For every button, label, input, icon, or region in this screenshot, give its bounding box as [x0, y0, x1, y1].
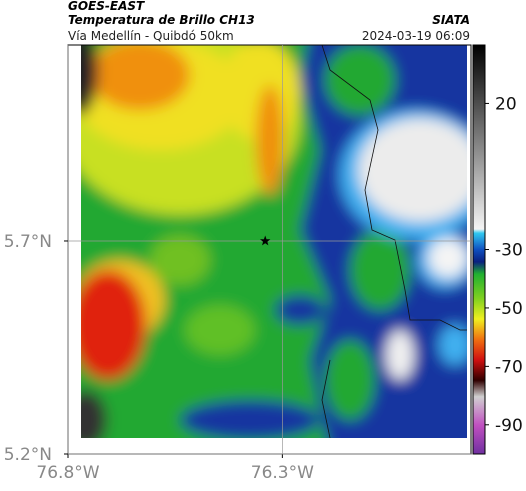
- subtitle: Temperatura de Brillo CH13: [68, 13, 255, 27]
- colorbar-tick-label: -50: [495, 299, 523, 319]
- colorbar-tick-label: 20: [495, 94, 517, 114]
- source: SIATA: [432, 13, 470, 27]
- colorbar-tick-label: -70: [495, 357, 523, 377]
- colorbar-tick-label: -90: [495, 416, 523, 436]
- y-tick-label: 5.2°N: [4, 445, 52, 465]
- x-tick-label: 76.8°W: [36, 463, 99, 483]
- colorbar: [472, 44, 486, 455]
- brightness-field: [81, 45, 467, 438]
- title: GOES-EAST: [68, 0, 145, 13]
- timestamp: 2024-03-19 06:09: [362, 29, 470, 43]
- x-tick-label: 76.3°W: [251, 463, 314, 483]
- colorbar-tick-label: -30: [495, 241, 523, 261]
- y-tick-label: 5.7°N: [4, 232, 52, 252]
- station-marker: [260, 235, 271, 246]
- location: Vía Medellín - Quibdó 50km: [68, 29, 234, 43]
